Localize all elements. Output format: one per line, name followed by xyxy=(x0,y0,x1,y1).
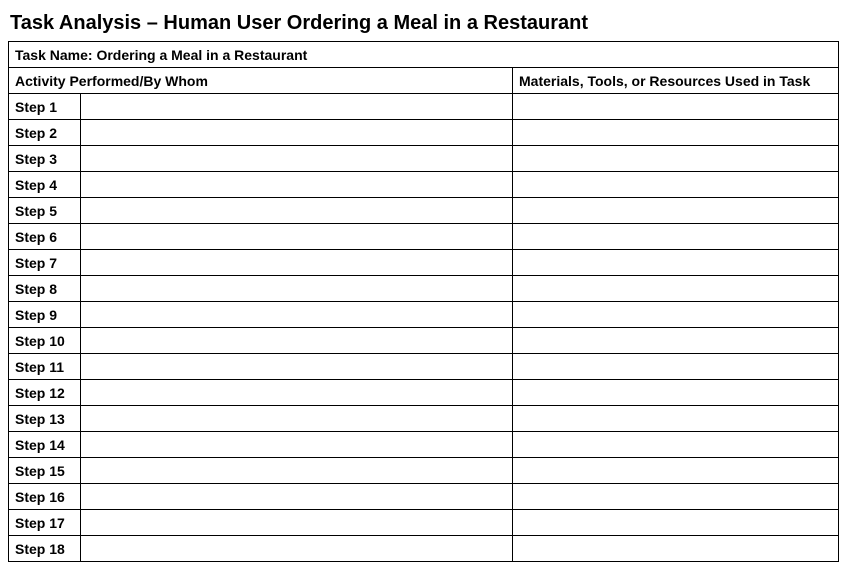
materials-cell xyxy=(513,354,839,380)
materials-cell xyxy=(513,120,839,146)
table-row: Step 13 xyxy=(9,406,839,432)
activity-cell xyxy=(81,380,513,406)
materials-cell xyxy=(513,484,839,510)
activity-cell xyxy=(81,536,513,562)
materials-cell xyxy=(513,432,839,458)
table-row: Step 4 xyxy=(9,172,839,198)
table-row: Step 1 xyxy=(9,94,839,120)
activity-cell xyxy=(81,458,513,484)
materials-cell xyxy=(513,302,839,328)
step-label: Step 5 xyxy=(9,198,81,224)
activity-cell xyxy=(81,302,513,328)
table-row: Step 9 xyxy=(9,302,839,328)
task-analysis-table: Task Name: Ordering a Meal in a Restaura… xyxy=(8,41,839,562)
step-label: Step 9 xyxy=(9,302,81,328)
materials-cell xyxy=(513,276,839,302)
activity-cell xyxy=(81,484,513,510)
step-label: Step 1 xyxy=(9,94,81,120)
materials-cell xyxy=(513,198,839,224)
step-label: Step 15 xyxy=(9,458,81,484)
table-row: Step 6 xyxy=(9,224,839,250)
step-label: Step 17 xyxy=(9,510,81,536)
activity-cell xyxy=(81,94,513,120)
step-label: Step 8 xyxy=(9,276,81,302)
table-row: Step 10 xyxy=(9,328,839,354)
step-label: Step 13 xyxy=(9,406,81,432)
activity-cell xyxy=(81,146,513,172)
page-title: Task Analysis – Human User Ordering a Me… xyxy=(8,8,839,41)
materials-cell xyxy=(513,458,839,484)
step-label: Step 18 xyxy=(9,536,81,562)
step-label: Step 10 xyxy=(9,328,81,354)
table-row: Step 11 xyxy=(9,354,839,380)
activity-cell xyxy=(81,510,513,536)
table-row: Step 2 xyxy=(9,120,839,146)
activity-cell xyxy=(81,276,513,302)
step-label: Step 4 xyxy=(9,172,81,198)
task-name-cell: Task Name: Ordering a Meal in a Restaura… xyxy=(9,42,839,68)
materials-cell xyxy=(513,406,839,432)
activity-cell xyxy=(81,432,513,458)
step-label: Step 3 xyxy=(9,146,81,172)
step-label: Step 2 xyxy=(9,120,81,146)
table-row: Step 12 xyxy=(9,380,839,406)
header-row: Activity Performed/By Whom Materials, To… xyxy=(9,68,839,94)
header-activity: Activity Performed/By Whom xyxy=(9,68,513,94)
materials-cell xyxy=(513,224,839,250)
table-row: Step 8 xyxy=(9,276,839,302)
table-row: Step 15 xyxy=(9,458,839,484)
step-label: Step 7 xyxy=(9,250,81,276)
header-materials: Materials, Tools, or Resources Used in T… xyxy=(513,68,839,94)
table-row: Step 16 xyxy=(9,484,839,510)
materials-cell xyxy=(513,380,839,406)
step-label: Step 16 xyxy=(9,484,81,510)
materials-cell xyxy=(513,172,839,198)
step-label: Step 14 xyxy=(9,432,81,458)
activity-cell xyxy=(81,198,513,224)
table-row: Step 17 xyxy=(9,510,839,536)
materials-cell xyxy=(513,510,839,536)
materials-cell xyxy=(513,94,839,120)
activity-cell xyxy=(81,224,513,250)
table-row: Step 14 xyxy=(9,432,839,458)
materials-cell xyxy=(513,146,839,172)
activity-cell xyxy=(81,328,513,354)
table-row: Step 7 xyxy=(9,250,839,276)
activity-cell xyxy=(81,354,513,380)
activity-cell xyxy=(81,120,513,146)
activity-cell xyxy=(81,250,513,276)
table-row: Step 3 xyxy=(9,146,839,172)
step-label: Step 11 xyxy=(9,354,81,380)
table-row: Step 18 xyxy=(9,536,839,562)
materials-cell xyxy=(513,536,839,562)
step-label: Step 6 xyxy=(9,224,81,250)
step-label: Step 12 xyxy=(9,380,81,406)
materials-cell xyxy=(513,250,839,276)
materials-cell xyxy=(513,328,839,354)
table-row: Step 5 xyxy=(9,198,839,224)
activity-cell xyxy=(81,406,513,432)
activity-cell xyxy=(81,172,513,198)
task-name-row: Task Name: Ordering a Meal in a Restaura… xyxy=(9,42,839,68)
